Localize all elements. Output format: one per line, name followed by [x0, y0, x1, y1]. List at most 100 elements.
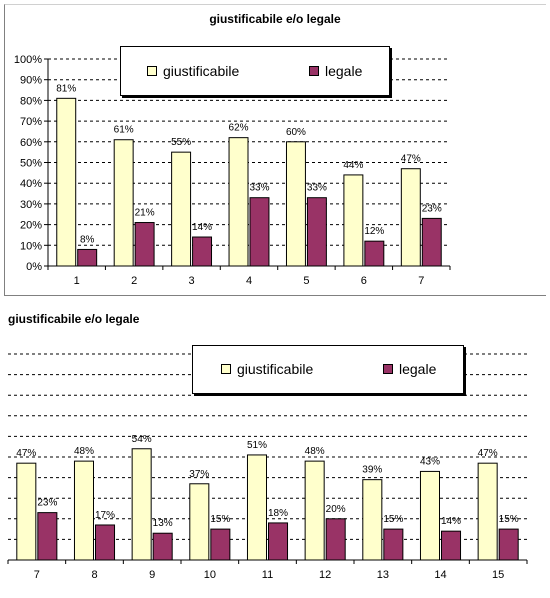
legend-item-giustificabile: giustificabile — [147, 63, 239, 79]
chart2-title: giustificabile e/o legale — [8, 312, 140, 326]
chart1-y-tick-label: 100% — [14, 54, 42, 66]
chart2-x-label: 11 — [262, 569, 273, 581]
chart2-x-label: 12 — [319, 569, 331, 581]
chart2-bar-giustificabile — [362, 479, 383, 561]
chart1-y-tick-label: 60% — [20, 137, 42, 149]
legend-swatch-giustificabile — [221, 364, 231, 374]
legend-label-giustificabile: giustificabile — [237, 361, 314, 377]
chart1-y-tick-label: 30% — [20, 199, 42, 211]
chart2-data-label-giustificabile: 47% — [16, 448, 36, 459]
legend-swatch-legale — [383, 364, 393, 374]
chart2-x-label: 10 — [204, 569, 216, 581]
chart1-x-label: 7 — [418, 275, 424, 287]
chart1-y-tick-label: 70% — [20, 116, 42, 128]
chart2-bar-legale — [498, 528, 519, 561]
chart1-x-label: 2 — [131, 275, 137, 287]
chart2-bar-legale — [383, 528, 404, 561]
chart2-data-label-giustificabile: 43% — [420, 456, 440, 467]
chart2-data-label-legale: 15% — [383, 514, 403, 525]
chart1-bar-legale — [192, 236, 213, 267]
chart2-x-label: 9 — [149, 569, 155, 581]
chart1-data-label-legale: 33% — [249, 183, 269, 194]
chart2-bar-giustificabile — [189, 483, 210, 561]
chart2-bar-legale — [37, 512, 58, 561]
chart1-y-tick-label: 40% — [20, 178, 42, 190]
chart2-bar-legale — [325, 518, 346, 561]
chart1-bar-legale — [134, 222, 155, 267]
chart1-bar-legale — [364, 240, 385, 267]
chart2-bar-giustificabile — [304, 460, 325, 561]
chart2-x-label: 13 — [377, 569, 389, 581]
chart1-title: giustificabile e/o legale — [209, 12, 341, 26]
legend-item-giustificabile: giustificabile — [221, 361, 313, 377]
legend-item-legale: legale — [309, 63, 362, 79]
chart2-data-label-legale: 13% — [153, 518, 173, 529]
chart1-data-label-legale: 14% — [192, 222, 212, 233]
chart2-data-label-giustificabile: 47% — [478, 448, 498, 459]
chart1-bar-giustificabile — [113, 139, 134, 267]
chart1-x-label: 4 — [246, 275, 252, 287]
chart1-x-label: 6 — [361, 275, 367, 287]
chart1-y-tick-label: 10% — [20, 240, 42, 252]
chart1-data-label-giustificabile: 47% — [401, 154, 421, 165]
legend-label-legale: legale — [399, 361, 437, 377]
chart1-bar-giustificabile — [56, 97, 77, 267]
chart2-x-label: 14 — [434, 569, 446, 581]
chart2-bar-legale — [268, 522, 289, 561]
chart2-x-label: 7 — [34, 569, 40, 581]
chart2-x-label: 15 — [492, 569, 504, 581]
chart1-bar-legale — [306, 197, 327, 267]
chart2-data-label-legale: 15% — [210, 514, 230, 525]
chart1-data-label-giustificabile: 81% — [56, 83, 76, 94]
chart2-data-label-giustificabile: 39% — [362, 465, 382, 476]
chart1-data-label-legale: 21% — [135, 208, 155, 219]
chart2-data-label-giustificabile: 48% — [74, 446, 94, 457]
chart2-bar-giustificabile — [73, 460, 95, 561]
chart1-bar-giustificabile — [171, 151, 192, 267]
chart1-frame — [4, 4, 546, 296]
chart2-bar-legale — [210, 528, 231, 561]
chart1-data-label-legale: 8% — [80, 234, 95, 245]
legend-swatch-legale — [309, 66, 319, 76]
chart1-y-tick-label: 20% — [20, 220, 42, 232]
chart1-x-label: 3 — [189, 275, 195, 287]
chart1-y-tick-label: 50% — [20, 158, 42, 170]
chart1-x-label: 5 — [303, 275, 309, 287]
chart2-data-label-legale: 17% — [95, 510, 115, 521]
chart2-bar-legale — [95, 524, 116, 561]
chart1-bar-giustificabile — [285, 141, 306, 267]
chart2-data-label-legale: 15% — [499, 514, 519, 525]
chart1-x-label: 1 — [74, 275, 80, 287]
chart2-legend: giustificabile legale — [192, 345, 464, 394]
chart2-bar-giustificabile — [246, 454, 268, 561]
chart2-bar-legale — [152, 532, 173, 561]
chart2-bar-giustificabile — [131, 448, 152, 561]
chart1-bar-giustificabile — [400, 168, 421, 267]
chart1-data-label-giustificabile: 60% — [286, 127, 306, 138]
chart2-data-label-legale: 20% — [326, 504, 346, 515]
chart1-y-tick-label: 80% — [20, 95, 42, 107]
chart1-data-label-giustificabile: 62% — [229, 123, 249, 134]
chart2-bar-giustificabile — [477, 462, 498, 561]
chart1-data-label-legale: 23% — [422, 203, 442, 214]
chart1-data-label-legale: 12% — [364, 226, 384, 237]
chart1-bar-giustificabile — [228, 137, 249, 267]
chart1-bar-legale — [77, 248, 98, 267]
chart1-bar-legale — [421, 217, 442, 267]
chart2-data-label-legale: 23% — [37, 498, 57, 509]
legend-label-giustificabile: giustificabile — [163, 63, 240, 79]
chart2-data-label-giustificabile: 51% — [247, 440, 267, 451]
chart2-data-label-giustificabile: 54% — [132, 434, 152, 445]
chart2-x-label: 8 — [91, 569, 97, 581]
chart2-data-label-giustificabile: 37% — [189, 469, 209, 480]
chart2-data-label-legale: 14% — [441, 516, 461, 527]
chart1-y-tick-label: 0% — [26, 261, 42, 273]
chart2-bar-giustificabile — [419, 470, 441, 561]
chart1-y-tick-label: 90% — [20, 75, 42, 87]
chart1-data-label-giustificabile: 44% — [343, 160, 363, 171]
chart2-data-label-giustificabile: 48% — [305, 446, 325, 457]
chart1-bar-legale — [249, 197, 270, 267]
chart1-data-label-giustificabile: 55% — [171, 137, 191, 148]
chart1-data-label-giustificabile: 61% — [114, 125, 134, 136]
